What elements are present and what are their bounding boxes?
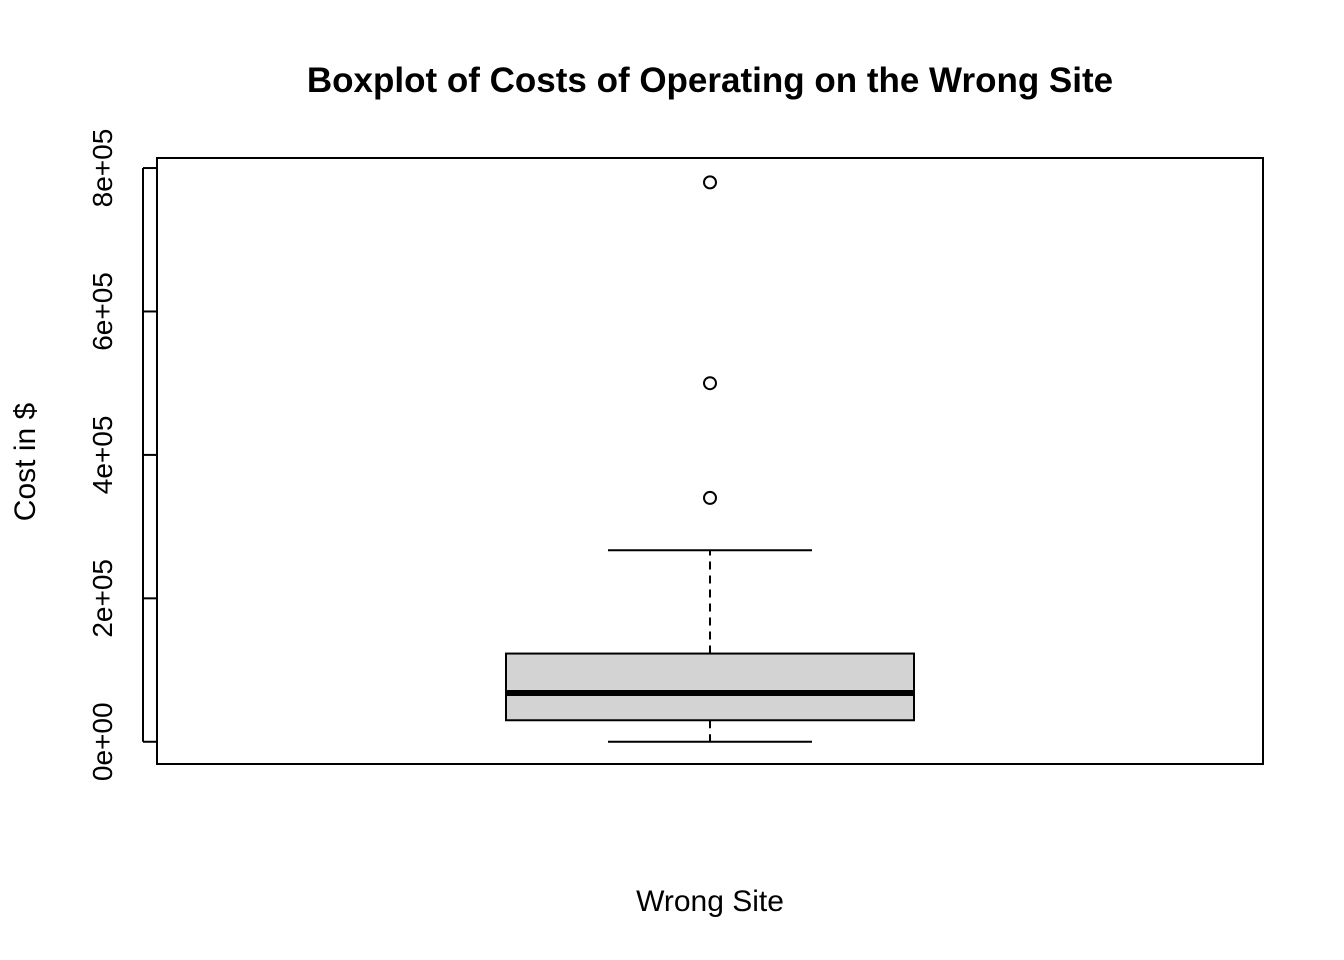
- chart-title: Boxplot of Costs of Operating on the Wro…: [307, 61, 1113, 100]
- y-tick-label: 4e+05: [87, 416, 118, 495]
- box-element: [505, 175, 915, 743]
- y-tick-label: 8e+05: [87, 129, 118, 208]
- y-tick-label: 6e+05: [87, 272, 118, 351]
- y-axis: 0e+00 2e+05 4e+05 6e+05 8e+05: [87, 129, 157, 781]
- outlier-point: [703, 376, 717, 391]
- plot-frame: [156, 157, 1264, 765]
- iqr-box: [505, 652, 915, 722]
- y-tick-label: 0e+00: [87, 702, 118, 781]
- y-tick-label: 2e+05: [87, 559, 118, 638]
- outlier-point: [703, 175, 717, 190]
- outlier-point: [703, 490, 717, 505]
- x-axis-label: Wrong Site: [636, 885, 784, 918]
- y-axis-label: Cost in $: [9, 402, 42, 521]
